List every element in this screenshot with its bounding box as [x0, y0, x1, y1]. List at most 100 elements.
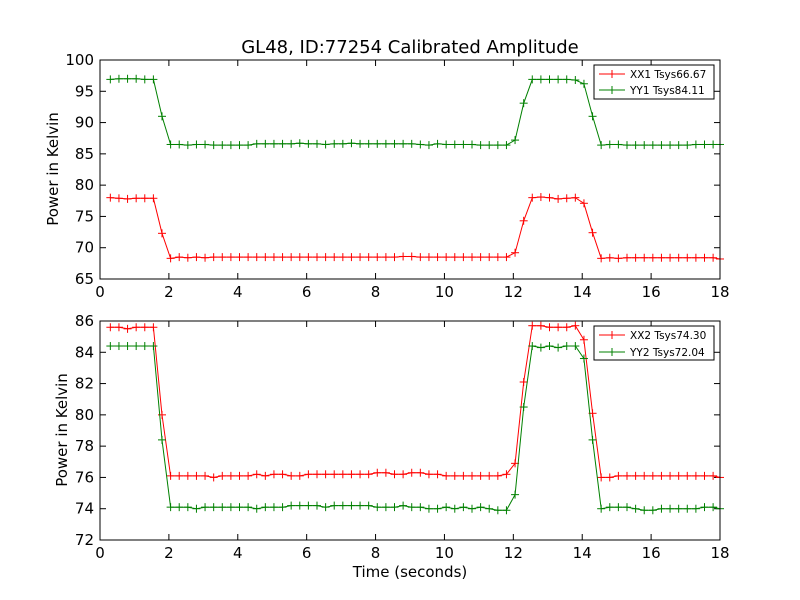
data-point: [149, 75, 158, 84]
data-point: [356, 139, 365, 148]
data-point: [132, 194, 141, 203]
top-y-tick-label: 70: [75, 239, 94, 257]
data-point: [666, 141, 675, 150]
data-point: [330, 253, 339, 262]
data-point: [166, 503, 175, 512]
data-point: [579, 199, 588, 208]
data-point: [114, 323, 123, 332]
data-point: [631, 141, 640, 150]
data-point: [158, 435, 166, 444]
data-point: [356, 253, 365, 262]
bottom-plot-frame: [99, 320, 721, 541]
x-axis-label: Time (seconds): [352, 563, 468, 581]
bottom-x-tick-label: 12: [504, 544, 523, 562]
data-point: [192, 504, 201, 513]
data-point: [416, 140, 425, 149]
data-point: [657, 471, 666, 480]
data-point: [390, 253, 399, 262]
data-point: [175, 140, 184, 149]
data-point: [399, 470, 408, 479]
data-point: [192, 140, 201, 149]
data-point: [691, 471, 700, 480]
data-point: [666, 253, 675, 262]
data-point: [201, 471, 210, 480]
data-point: [657, 141, 666, 150]
data-point: [175, 253, 184, 262]
data-point: [700, 140, 709, 149]
data-point: [114, 74, 123, 83]
bottom-plot-panel: Time (seconds) Power in Kelvin 86 84 82 …: [53, 312, 730, 581]
data-point: [347, 470, 356, 479]
data-point: [562, 323, 571, 332]
data-point: [648, 506, 657, 515]
bottom-x-tick-label: 2: [164, 544, 174, 562]
top-tick-labels: 100 95 90 85 80 75 70 65 0 2 4 6 8 10 12…: [65, 51, 729, 301]
top-x-tick-label: 2: [164, 283, 174, 301]
data-point: [571, 321, 580, 330]
data-point: [304, 501, 313, 510]
bottom-y-tick-label: 72: [75, 531, 94, 549]
data-point: [502, 506, 511, 515]
data-point: [269, 139, 278, 148]
data-point: [683, 504, 692, 513]
data-point: [588, 112, 597, 121]
data-point: [321, 503, 330, 512]
data-point: [640, 506, 649, 515]
data-point: [321, 140, 330, 149]
data-point: [218, 253, 227, 262]
data-point: [295, 471, 304, 480]
data-point: [528, 75, 537, 84]
top-y-tick-label: 85: [75, 145, 94, 163]
data-point: [287, 253, 296, 262]
bottom-y-tick-label: 76: [75, 468, 94, 486]
data-point: [588, 228, 597, 237]
data-point: [304, 139, 313, 148]
top-y-tick-label: 100: [65, 51, 94, 69]
top-y-tick-label: 80: [75, 176, 94, 194]
data-point: [390, 139, 399, 148]
data-point: [399, 252, 408, 261]
bottom-legend: XX2 Tsys74.30 YY2 Tsys72.04: [593, 325, 715, 361]
data-point: [399, 139, 408, 148]
data-point: [528, 342, 537, 351]
data-point: [373, 468, 382, 477]
data-point: [166, 140, 175, 149]
data-point: [235, 471, 244, 480]
data-point: [493, 506, 502, 515]
data-point: [140, 75, 149, 84]
data-point: [562, 342, 571, 351]
data-point: [502, 141, 511, 150]
data-point: [166, 254, 175, 263]
data-point: [605, 140, 614, 149]
data-point: [201, 140, 210, 149]
data-point: [614, 471, 623, 480]
data-point: [287, 471, 296, 480]
data-point: [493, 141, 502, 150]
data-point: [338, 470, 347, 479]
data-point: [149, 342, 158, 351]
data-point: [683, 141, 692, 150]
data-point: [278, 470, 287, 479]
data-point: [666, 471, 675, 480]
legend-label-yy1: YY1 Tsys84.11: [629, 85, 705, 97]
data-point: [424, 470, 433, 479]
data-point: [330, 470, 339, 479]
data-point: [554, 194, 563, 203]
data-point: [450, 140, 459, 149]
bottom-x-tick-label: 8: [371, 544, 381, 562]
data-point: [442, 503, 451, 512]
data-point: [683, 471, 692, 480]
top-plot-panel: GL48, ID:77254 Calibrated Amplitude Powe…: [44, 37, 730, 301]
data-point: [313, 501, 321, 510]
data-point: [605, 253, 614, 262]
data-point: [313, 470, 321, 479]
bottom-y-axis-label: Power in Kelvin: [53, 373, 71, 487]
data-point: [295, 139, 304, 148]
data-point: [605, 473, 614, 482]
data-point: [476, 253, 485, 262]
data-point: [691, 504, 700, 513]
data-point: [476, 471, 485, 480]
top-x-tick-label: 16: [642, 283, 661, 301]
data-point: [244, 141, 253, 150]
